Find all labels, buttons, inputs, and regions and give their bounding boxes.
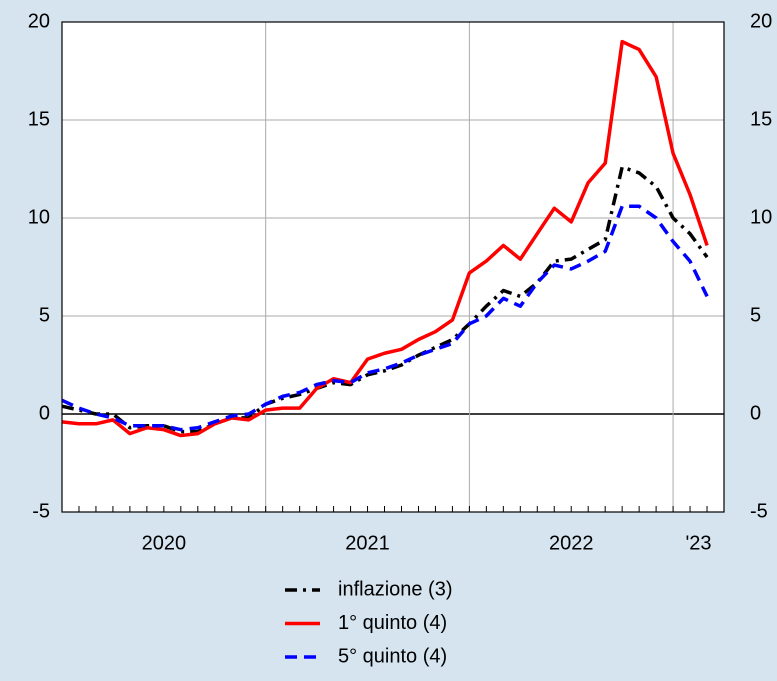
x-tick-label: 2020 [142,532,187,554]
y2-tick-label: -5 [750,500,768,522]
plot-area [62,22,724,512]
y-tick-label: 0 [39,402,50,424]
y2-tick-label: 20 [750,10,772,32]
x-tick-label: '23 [685,532,711,554]
y-tick-label: -5 [32,500,50,522]
y-tick-label: 10 [28,206,50,228]
series-line [61,39,709,438]
y2-tick-label: 10 [750,206,772,228]
plot-frame [61,21,725,513]
legend-label: inflazione (3) [338,578,453,600]
y-tick-label: 15 [28,108,50,130]
legend-label: 5° quinto (4) [338,645,447,667]
y2-tick-label: 15 [750,108,772,130]
series-line [61,165,709,434]
y-tick-label: 20 [28,10,50,32]
y2-tick-label: 0 [750,402,761,424]
x-tick-label: 2021 [345,532,390,554]
legend-label: 1° quinto (4) [338,612,447,634]
x-tick-label: 2022 [549,532,594,554]
y2-tick-label: 5 [750,304,761,326]
y-tick-label: 5 [39,304,50,326]
